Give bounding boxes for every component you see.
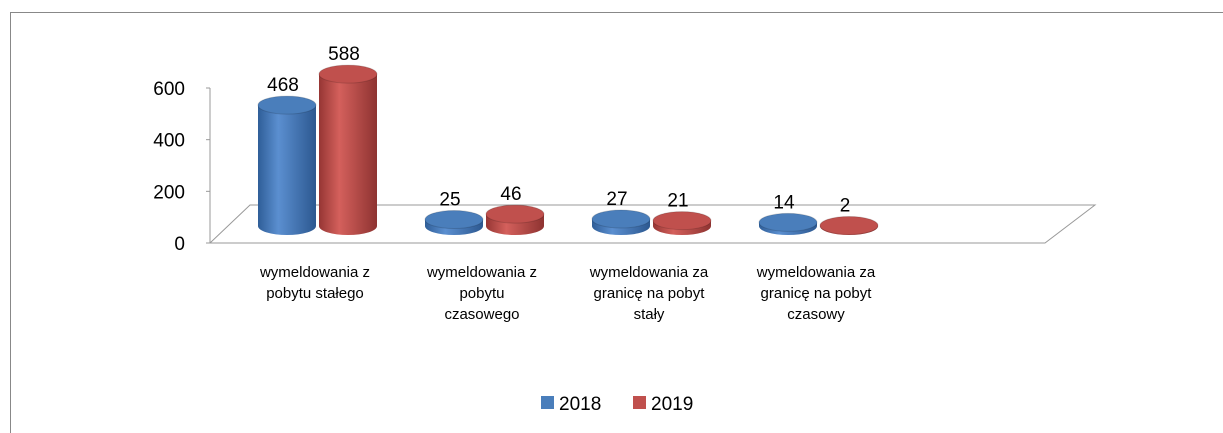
bar-top	[424, 210, 484, 230]
x-tick-label: wymeldowania za granicę na pobyt czasowy	[756, 264, 876, 323]
y-tick-label: 600	[153, 79, 185, 100]
value-label: 46	[500, 184, 521, 205]
bar-top	[591, 209, 651, 229]
bar-top	[485, 204, 545, 224]
bar-top	[257, 95, 317, 115]
y-tick-label: 400	[153, 131, 185, 152]
value-label: 588	[328, 44, 360, 65]
x-tick-label: wymeldowania za granicę na pobyt stały	[589, 264, 709, 323]
bar-top	[318, 64, 378, 84]
cylinder	[424, 210, 484, 235]
x-tick-label: wymeldowania z pobytu stałego	[259, 264, 371, 302]
legend-swatch	[633, 396, 646, 409]
x-tick-label: wymeldowania z pobytu czasowego	[426, 264, 538, 323]
cylinder	[485, 204, 545, 235]
bar-top	[758, 212, 818, 232]
cylinder	[652, 211, 712, 235]
value-label: 27	[606, 189, 627, 210]
legend-swatch	[541, 396, 554, 409]
value-label: 468	[267, 75, 299, 96]
legend-label: 2019	[651, 394, 693, 415]
value-label: 14	[773, 192, 795, 213]
cylinder	[758, 212, 818, 235]
cylinder	[819, 215, 879, 235]
bar	[258, 105, 316, 235]
value-label: 25	[439, 190, 460, 211]
bar-top	[652, 211, 712, 231]
value-label: 2	[840, 195, 851, 216]
chart-frame	[10, 12, 1223, 433]
bar	[319, 74, 377, 235]
y-tick-label: 200	[153, 182, 185, 203]
cylinder	[318, 64, 378, 235]
cylinder	[257, 95, 317, 235]
legend-label: 2018	[559, 394, 601, 415]
cylinder	[591, 209, 651, 235]
value-label: 21	[667, 191, 688, 212]
bar-top	[819, 215, 879, 235]
y-tick-label: 0	[174, 234, 185, 255]
